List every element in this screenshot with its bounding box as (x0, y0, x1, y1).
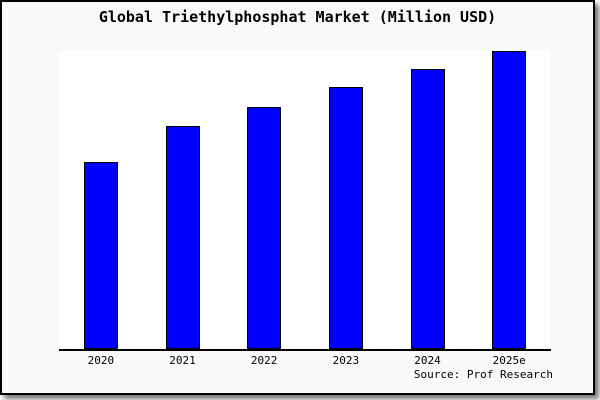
chart-title: Global Triethylphosphat Market (Million … (98, 8, 497, 26)
bar-2021 (165, 126, 200, 349)
x-tick-label: 2025e (492, 354, 526, 367)
x-axis-labels: 2020 2021 2022 2023 2024 2025e (60, 354, 550, 368)
bar-2025e (492, 51, 527, 349)
bar-2022 (247, 107, 282, 349)
x-axis-line (59, 349, 551, 351)
x-tick-label: 2024 (414, 354, 441, 367)
bar-2020 (83, 162, 118, 349)
x-tick-label: 2021 (169, 354, 196, 367)
plot-area (60, 50, 550, 349)
bar-2024 (410, 69, 445, 349)
x-tick-label: 2023 (332, 354, 360, 367)
x-tick-label: 2020 (87, 354, 115, 367)
chart-frame: Global Triethylphosphat Market (Million … (0, 0, 595, 395)
bar-2023 (328, 87, 363, 349)
source-credit: Source: Prof Research (413, 368, 553, 381)
x-tick-label: 2022 (250, 354, 278, 367)
